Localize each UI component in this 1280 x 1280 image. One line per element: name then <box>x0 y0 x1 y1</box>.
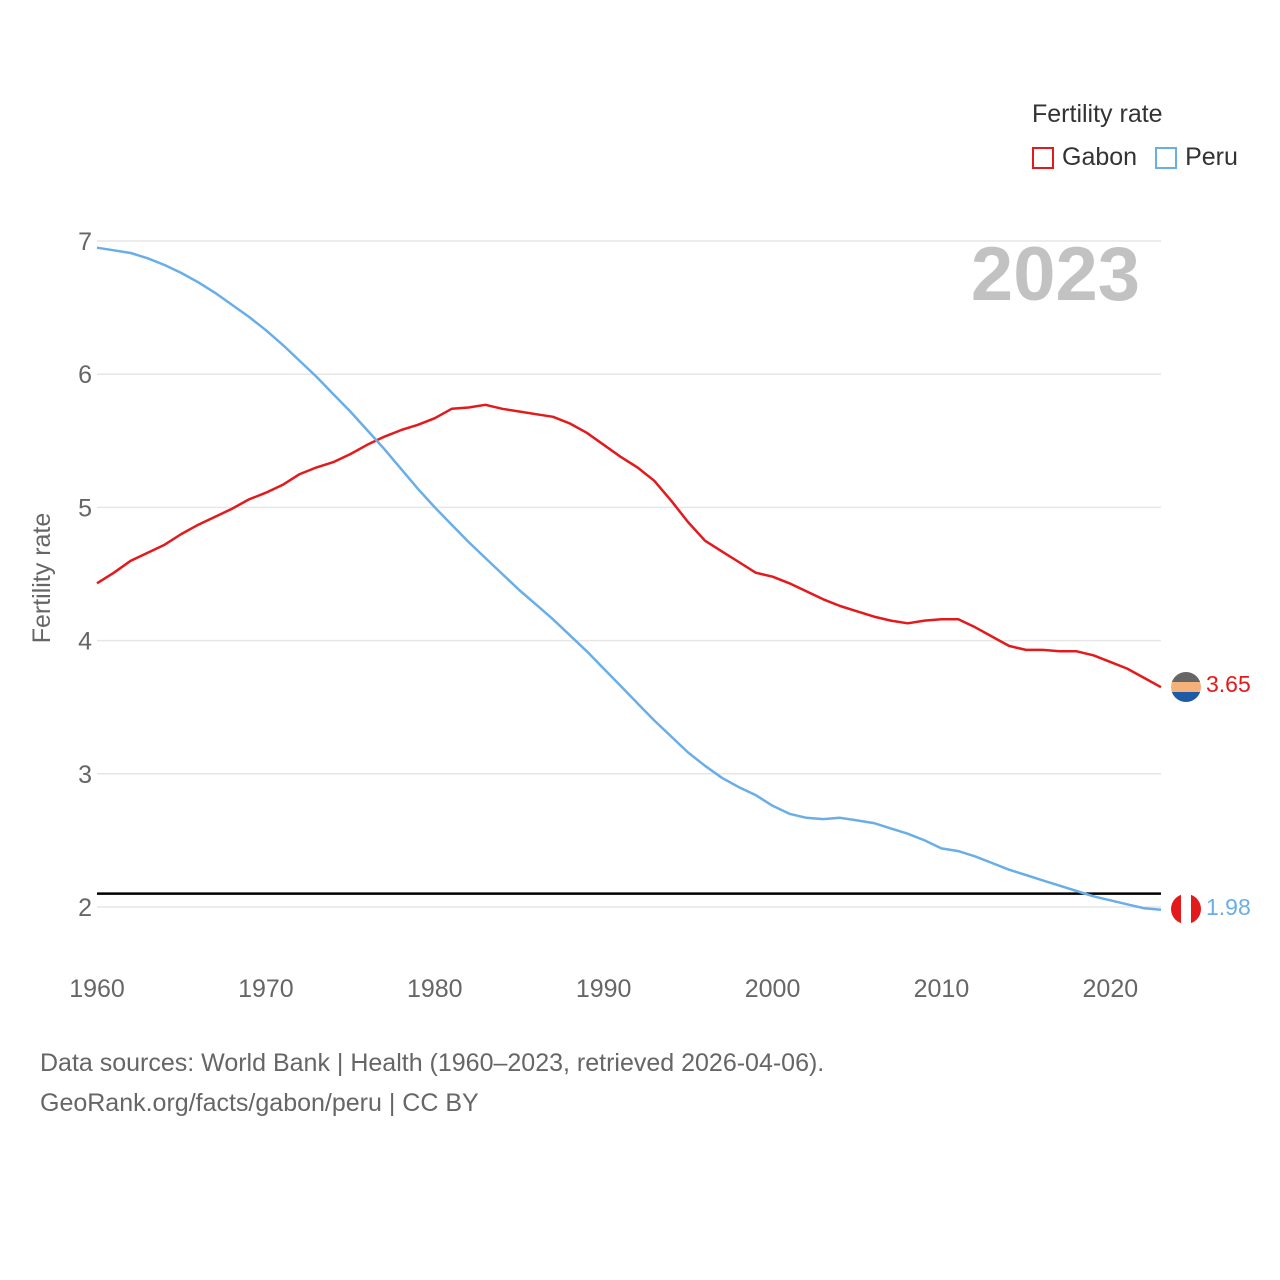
x-axis: 1960 1970 1980 1990 2000 2010 2020 <box>69 975 1138 1003</box>
peru-flag-icon <box>1171 894 1201 924</box>
y-tick-label: 4 <box>78 628 92 656</box>
end-markers: 3.65 1.98 <box>1171 671 1251 924</box>
y-tick-label: 3 <box>78 761 92 789</box>
gabon-end-value: 3.65 <box>1206 671 1251 697</box>
legend-label-gabon: Gabon <box>1062 143 1138 171</box>
y-axis: 2 3 4 5 6 7 <box>78 228 92 922</box>
series-lines <box>96 246 1162 911</box>
legend-swatch-peru <box>1155 146 1178 169</box>
x-tick-label: 1970 <box>238 975 294 1003</box>
series-line-peru <box>96 246 1162 911</box>
y-tick-label: 7 <box>78 228 92 256</box>
legend-title: Fertility rate <box>1032 100 1163 128</box>
legend-swatch-gabon <box>1032 146 1054 169</box>
legend-item-gabon[interactable]: Gabon <box>1032 143 1137 172</box>
chart-title-year: 2023 <box>971 232 1140 317</box>
y-tick-label: 2 <box>78 894 92 922</box>
footer: Data sources: World Bank | Health (1960–… <box>40 1043 824 1123</box>
x-tick-label: 2020 <box>1083 975 1139 1003</box>
y-axis-label: Fertility rate <box>28 513 56 644</box>
x-tick-label: 1990 <box>576 975 632 1003</box>
x-tick-label: 2000 <box>745 975 801 1003</box>
x-tick-label: 1980 <box>407 975 463 1003</box>
x-tick-label: 1960 <box>69 975 125 1003</box>
x-tick-label: 2010 <box>914 975 970 1003</box>
legend-item-peru[interactable]: Peru <box>1155 143 1238 172</box>
y-tick-label: 5 <box>78 494 92 522</box>
grid-lines <box>97 240 1161 908</box>
legend-label-peru: Peru <box>1185 143 1238 171</box>
credit-link[interactable]: GeoRank.org/facts/gabon/peru | CC BY <box>40 1089 479 1117</box>
peru-end-value: 1.98 <box>1206 894 1251 920</box>
legend: Gabon Peru <box>1032 143 1256 172</box>
y-tick-label: 6 <box>78 361 92 389</box>
data-sources-text: Data sources: World Bank | Health (1960–… <box>40 1049 825 1077</box>
gabon-flag-icon <box>1171 672 1201 702</box>
series-line-gabon <box>96 403 1162 689</box>
